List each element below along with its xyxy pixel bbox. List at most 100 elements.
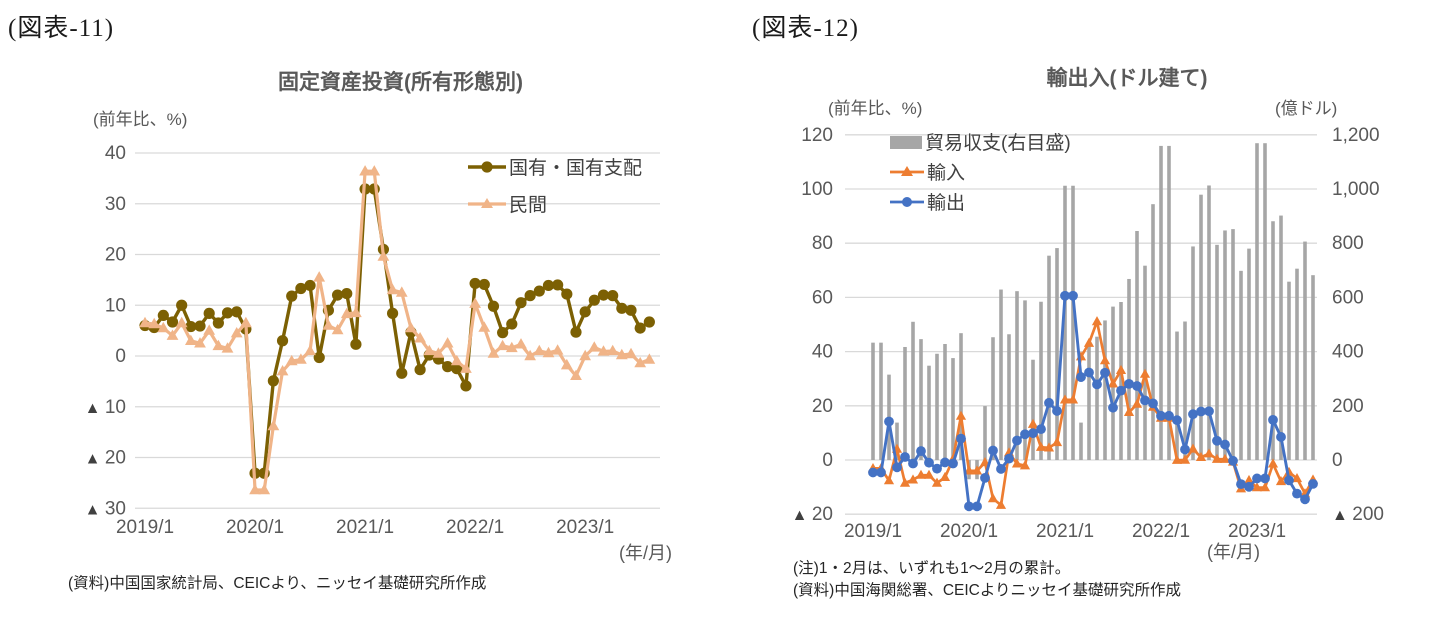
triangle-marker (450, 354, 463, 366)
triangle-marker (1171, 454, 1183, 464)
triangle-marker (405, 321, 417, 333)
trade-balance-bar (1079, 422, 1083, 460)
triangle-marker (1259, 482, 1271, 492)
triangle-marker (322, 319, 335, 330)
circle-marker (1204, 406, 1214, 417)
triangle-marker (634, 356, 647, 368)
circle-marker (1156, 410, 1166, 421)
chart-title-11: 固定資産投資(所有形態別) (278, 71, 523, 94)
triangle-marker (570, 369, 582, 380)
legend-label-private: 民間 (509, 195, 548, 216)
triangle-marker (524, 349, 536, 361)
y-axis-tick-label: 30 (105, 194, 126, 215)
right-y-axis-tick-label: 0 (1332, 450, 1343, 471)
triangle-marker (1059, 394, 1071, 404)
circle-marker (478, 278, 490, 291)
circle-marker (1180, 444, 1190, 455)
circle-marker (267, 375, 279, 387)
figure-tag-12: (図表-12) (752, 15, 859, 42)
circle-marker (876, 467, 886, 478)
right-y-axis-tick-label: 400 (1332, 342, 1364, 363)
triangle-marker (276, 365, 289, 376)
data-note-12: (注)1・2月は、いずれも1～2月の累計。 (793, 560, 1071, 577)
circle-marker (964, 501, 974, 512)
circle-marker (884, 416, 894, 427)
triangle-marker (212, 339, 225, 351)
circle-marker (1300, 494, 1310, 505)
trade-balance-bar (1119, 302, 1123, 460)
x-axis-tick-label: 2020/1 (940, 521, 998, 542)
triangle-marker (478, 321, 491, 332)
triangle-marker (148, 317, 161, 329)
triangle-marker (1011, 458, 1023, 468)
circle-marker (506, 318, 518, 330)
triangle-marker (460, 362, 472, 373)
right-y-axis-tick-label: 1,000 (1332, 179, 1380, 200)
triangle-marker (1083, 337, 1095, 347)
y-axis-tick-label: 80 (812, 233, 833, 254)
circle-marker (1060, 290, 1070, 301)
triangle-marker (931, 477, 943, 487)
x-axis-unit-11: (年/月) (619, 543, 672, 563)
triangle-marker (368, 165, 381, 176)
triangle-marker (615, 348, 628, 360)
right-y-axis-unit-12: (億ドル) (1275, 99, 1338, 118)
x-axis-tick-label: 2020/1 (226, 517, 284, 538)
triangle-marker (1243, 474, 1255, 484)
circle-marker (1132, 381, 1142, 391)
triangle-marker (1275, 476, 1287, 486)
circle-marker (1284, 475, 1294, 486)
x-axis-tick-label: 2022/1 (1132, 521, 1190, 542)
circle-marker (932, 463, 942, 474)
x-axis-tick-label: 2019/1 (116, 517, 174, 538)
legend-line-triangle-marker (890, 165, 924, 176)
circle-marker (1252, 473, 1262, 484)
circle-marker (980, 472, 990, 483)
triangle-marker (285, 354, 298, 366)
trade-balance-bar (1223, 230, 1227, 460)
trade-balance-bar (1143, 265, 1147, 460)
circle-marker (940, 457, 950, 468)
triangle-marker (258, 483, 271, 495)
figure-tag-11: (図表-11) (8, 15, 115, 42)
circle-marker (460, 380, 472, 392)
trade-balance-bar (1303, 241, 1307, 460)
circle-marker (524, 290, 536, 302)
trade-balance-bar (1199, 194, 1203, 460)
trade-balance-bar (1063, 185, 1067, 460)
exports-imports-plot-area: 120 1,200 100 1,000 80 800 60 600 40 400 20 200 0 0 ▲ … (792, 125, 1384, 542)
circle-marker (1220, 439, 1230, 450)
trade-balance-bar (1023, 300, 1027, 460)
circle-marker (1044, 397, 1054, 408)
trade-balance-bar (1167, 145, 1171, 460)
trade-balance-bar (927, 365, 931, 460)
triangle-marker (313, 271, 326, 282)
circle-marker (1236, 479, 1246, 490)
circle-marker (616, 302, 628, 314)
circle-marker (194, 320, 206, 332)
circle-marker (203, 307, 215, 319)
trade-balance-bar (999, 289, 1003, 460)
circle-marker (386, 307, 399, 319)
legend-label-imports: 輸入 (927, 163, 966, 184)
triangle-marker (487, 347, 500, 358)
circle-marker (916, 446, 926, 456)
triangle-marker (1035, 441, 1047, 451)
circle-marker (1140, 395, 1150, 406)
chart-figure-11: 40 30 20 10 0 ▲ 10 ▲ 20 ▲ 30 2019/1 2020/1 2021/1 2… (8, 15, 672, 592)
circle-marker (579, 306, 591, 318)
triangle-marker (899, 477, 911, 487)
y-axis-tick-label: 20 (812, 396, 833, 417)
circle-marker (1084, 367, 1094, 378)
x-axis-tick-label: 2023/1 (556, 517, 614, 538)
trade-balance-bar (919, 339, 923, 460)
x-axis-tick-label: 2021/1 (336, 517, 394, 538)
chart-figure-12: 120 1,200 100 1,000 80 800 60 600 40 400 20 200 0 0 ▲ … (716, 0, 1431, 630)
circle-marker (212, 317, 224, 329)
trade-balance-bar (1311, 275, 1315, 460)
right-y-axis-tick-label: 600 (1332, 287, 1364, 308)
circle-marker (1012, 435, 1022, 446)
circle-marker (469, 277, 481, 290)
triangle-marker (1131, 398, 1143, 408)
triangle-marker (987, 493, 999, 503)
